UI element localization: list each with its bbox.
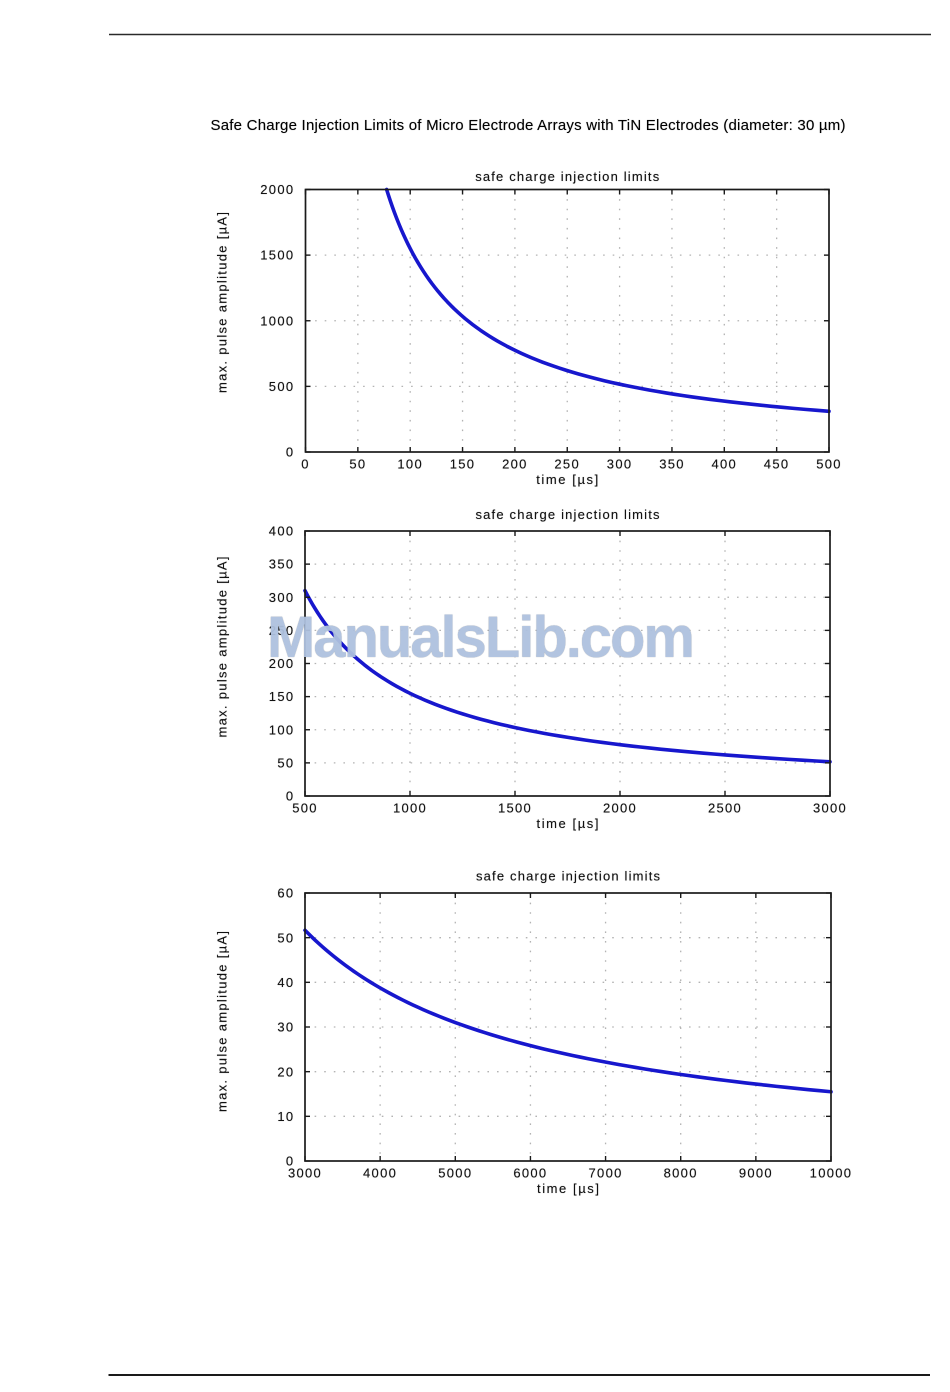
svg-text:4000: 4000 — [363, 1166, 397, 1181]
svg-text:time [µs]: time [µs] — [537, 1181, 599, 1196]
svg-text:350: 350 — [269, 557, 295, 572]
svg-text:1500: 1500 — [260, 248, 294, 263]
svg-text:safe charge injection limits: safe charge injection limits — [475, 169, 660, 184]
svg-text:50: 50 — [277, 930, 294, 945]
svg-text:400: 400 — [269, 524, 295, 539]
svg-text:7000: 7000 — [589, 1166, 623, 1181]
svg-text:safe charge injection limits: safe charge injection limits — [476, 507, 661, 522]
svg-text:2500: 2500 — [708, 801, 742, 816]
svg-text:250: 250 — [554, 457, 580, 472]
svg-text:safe charge injection limits: safe charge injection limits — [476, 868, 661, 883]
svg-text:60: 60 — [277, 886, 294, 901]
svg-text:2000: 2000 — [260, 182, 294, 197]
svg-text:450: 450 — [764, 457, 790, 472]
svg-text:0: 0 — [301, 457, 310, 472]
svg-text:150: 150 — [450, 457, 476, 472]
svg-text:1500: 1500 — [498, 801, 532, 816]
svg-text:Safe Charge Injection Limits o: Safe Charge Injection Limits of Micro El… — [211, 117, 846, 134]
svg-text:50: 50 — [349, 457, 366, 472]
svg-text:8000: 8000 — [664, 1166, 698, 1181]
svg-text:400: 400 — [712, 457, 738, 472]
svg-text:500: 500 — [292, 801, 318, 816]
svg-text:5000: 5000 — [438, 1166, 472, 1181]
svg-text:500: 500 — [816, 457, 842, 472]
svg-text:max. pulse amplitude [µA]: max. pulse amplitude [µA] — [215, 212, 230, 393]
svg-text:100: 100 — [397, 457, 423, 472]
svg-text:max. pulse amplitude [µA]: max. pulse amplitude [µA] — [215, 931, 230, 1112]
svg-text:100: 100 — [269, 722, 295, 737]
svg-text:50: 50 — [277, 756, 294, 771]
svg-text:2000: 2000 — [603, 801, 637, 816]
svg-text:300: 300 — [269, 590, 295, 605]
svg-text:150: 150 — [269, 689, 295, 704]
svg-text:10: 10 — [277, 1109, 294, 1124]
svg-text:1000: 1000 — [393, 801, 427, 816]
svg-text:time [µs]: time [µs] — [537, 816, 599, 831]
svg-text:max. pulse amplitude [µA]: max. pulse amplitude [µA] — [215, 557, 230, 738]
svg-text:200: 200 — [269, 656, 295, 671]
svg-text:0: 0 — [286, 789, 295, 804]
svg-text:6000: 6000 — [513, 1166, 547, 1181]
svg-text:30: 30 — [277, 1020, 294, 1035]
svg-text:350: 350 — [659, 457, 685, 472]
svg-text:250: 250 — [269, 623, 295, 638]
svg-text:0: 0 — [286, 1154, 295, 1169]
svg-text:40: 40 — [277, 975, 294, 990]
svg-text:1000: 1000 — [260, 313, 294, 328]
svg-text:ManualsLib.com: ManualsLib.com — [267, 605, 695, 670]
svg-text:3000: 3000 — [813, 801, 847, 816]
svg-text:time [µs]: time [µs] — [536, 472, 598, 487]
svg-text:500: 500 — [269, 379, 295, 394]
svg-text:10000: 10000 — [810, 1166, 853, 1181]
svg-text:3000: 3000 — [288, 1166, 322, 1181]
svg-text:0: 0 — [286, 445, 295, 460]
svg-text:200: 200 — [502, 457, 528, 472]
svg-text:300: 300 — [607, 457, 633, 472]
svg-text:9000: 9000 — [739, 1166, 773, 1181]
svg-text:20: 20 — [277, 1064, 294, 1079]
